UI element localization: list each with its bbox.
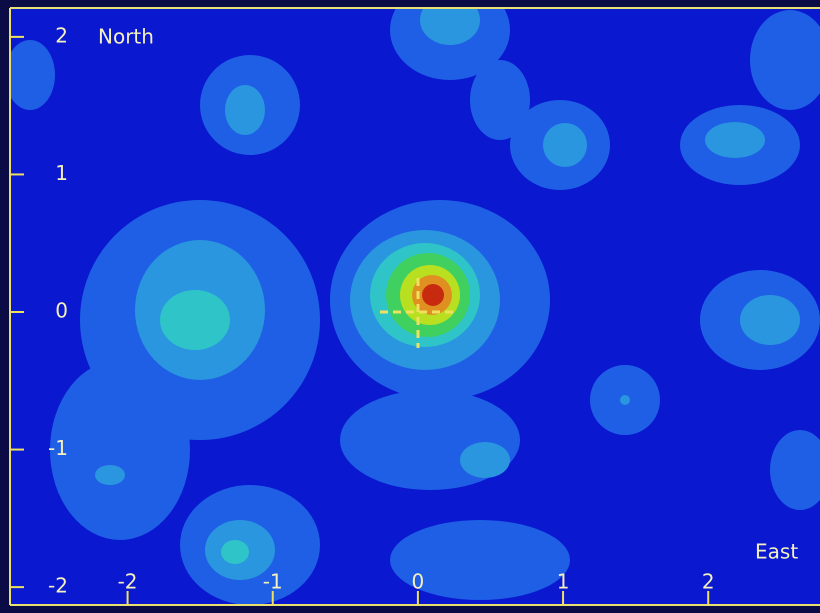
contour-core [386, 253, 470, 337]
y-tick-label: -2 [48, 574, 68, 598]
y-tick-label: -1 [48, 436, 68, 460]
x-tick-label: -1 [263, 570, 283, 594]
y-tick-label: 1 [55, 161, 68, 185]
x-tick-label: 0 [412, 570, 425, 594]
x-tick-label: 1 [557, 570, 570, 594]
x-axis-label: East [755, 540, 798, 564]
x-tick-label: -2 [118, 570, 138, 594]
contour-spot [620, 395, 630, 405]
x-tick-label: 2 [702, 570, 715, 594]
y-tick-label: 2 [55, 23, 68, 47]
contours [10, 8, 820, 605]
y-tick-label: 0 [55, 299, 68, 323]
crosshair [380, 278, 456, 348]
y-axis-label: North [98, 25, 154, 49]
